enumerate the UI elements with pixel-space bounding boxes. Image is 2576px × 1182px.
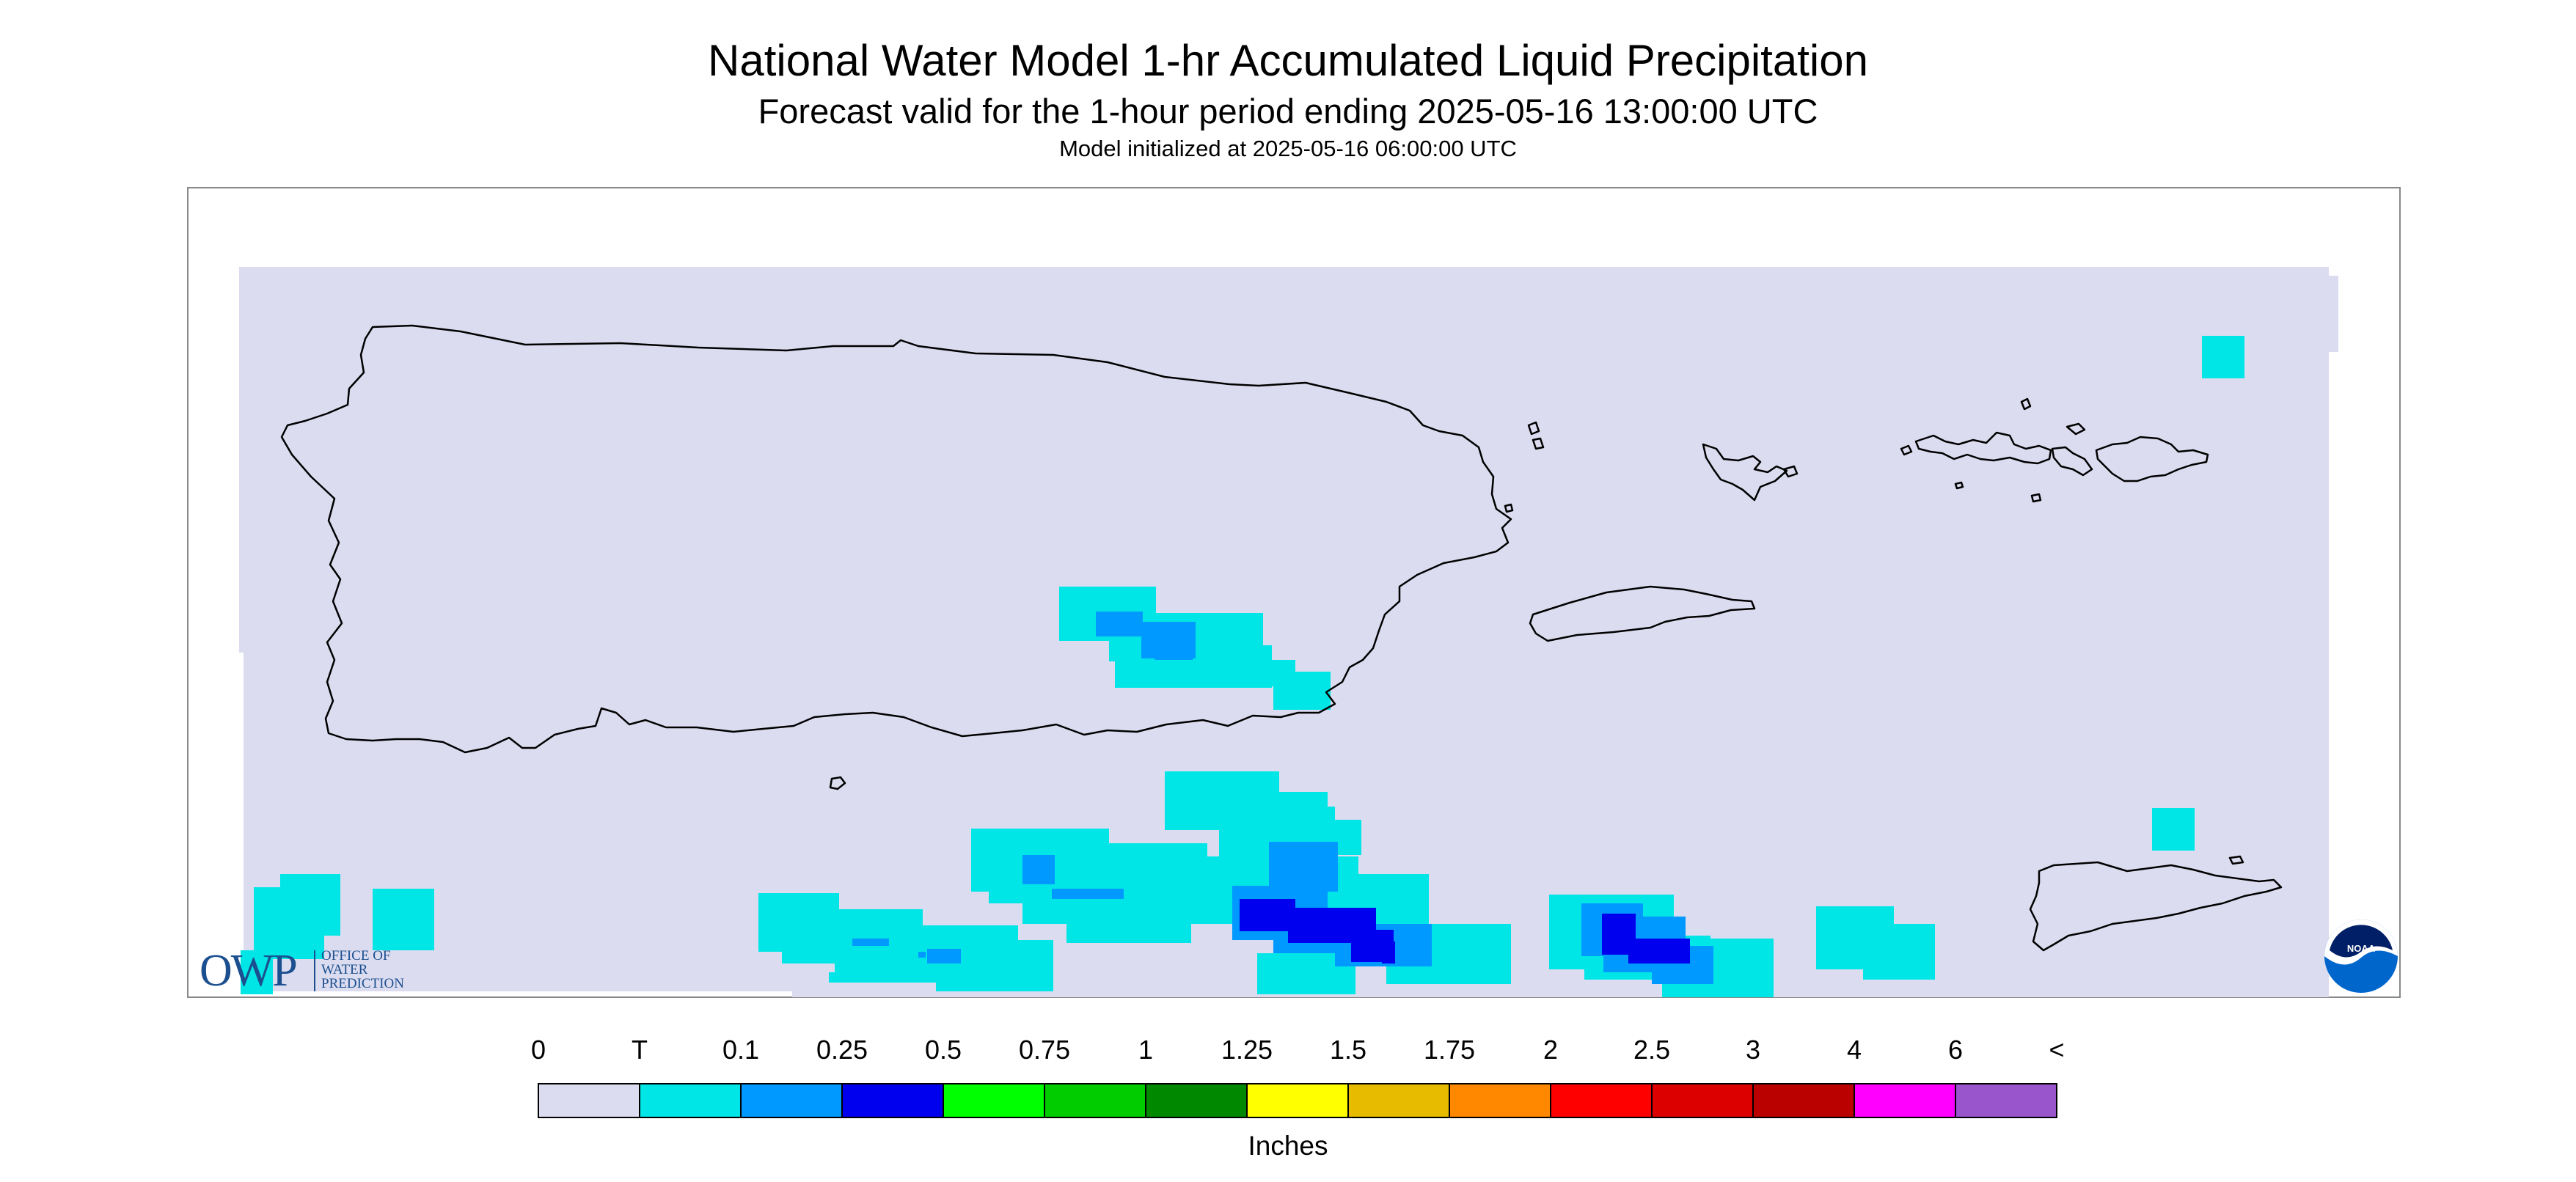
legend-swatch: [1246, 1083, 1349, 1118]
legend-tick-label: 0.1: [722, 1035, 760, 1065]
st-thomas-coastline: [1914, 431, 2052, 465]
model-init-line: Model initialized at 2025-05-16 06:00:00…: [1059, 136, 1517, 161]
culebra-islet-coastline: [1782, 465, 1799, 478]
precip-legend-bar: [538, 1083, 2057, 1118]
puerto-rico-coastline: [280, 324, 1512, 754]
precip-0.25: [1240, 899, 1690, 963]
legend-swatch: [943, 1083, 1045, 1118]
owp-logo-divider: [314, 950, 315, 991]
legend-tick-label: 1.25: [1221, 1035, 1273, 1065]
cay-3-coastline: [1954, 481, 1964, 490]
precip-background-zero: [239, 267, 2338, 997]
legend-swatch: [1550, 1083, 1653, 1118]
legend-tick-label: T: [632, 1035, 648, 1065]
legend-tick-label: 0.5: [924, 1035, 962, 1065]
legend-tick-label: 1: [1138, 1035, 1154, 1065]
legend-tick-label: 1.5: [1329, 1035, 1367, 1065]
legend-swatch: [1854, 1083, 1956, 1118]
noaa-logo-icon: [2324, 919, 2398, 993]
legend-tick-label: 4: [1846, 1035, 1862, 1065]
map-subtitle: Forecast valid for the 1-hour period end…: [758, 92, 1818, 131]
legend-tick-label: 0: [530, 1035, 546, 1065]
pr-east-cay-2-coastline: [1532, 437, 1545, 450]
legend-swatch: [1347, 1083, 1450, 1118]
cay-2-coastline: [2020, 397, 2032, 411]
legend-tick-label: 1.75: [1423, 1035, 1476, 1065]
buck-island-coastline: [2228, 855, 2244, 865]
st-john-coastline: [2051, 446, 2093, 477]
legend-swatch: [1449, 1083, 1551, 1118]
st-croix-coastline: [2029, 861, 2283, 952]
owp-logo-line-1: OFFICE OF: [321, 948, 391, 963]
legend-units-label: Inches: [1248, 1131, 1328, 1161]
legend-swatch: [1955, 1083, 2057, 1118]
mona-island-coastline: [829, 776, 846, 790]
legend-swatch: [1752, 1083, 1855, 1118]
legend-tick-label: <: [2049, 1035, 2065, 1065]
owp-logo-line-3: PREDICTION: [321, 976, 404, 991]
legend-swatch: [740, 1083, 843, 1118]
legend-tick-label: 0.25: [816, 1035, 868, 1065]
legend-tick-label: 0.75: [1018, 1035, 1071, 1065]
legend-tick-label: 3: [1745, 1035, 1761, 1065]
legend-tick-label: 2: [1543, 1035, 1559, 1065]
cay-1-coastline: [1900, 444, 1913, 456]
jost-van-dyke-coastline: [2065, 422, 2086, 436]
culebra-coastline: [1702, 443, 1788, 502]
owp-logo-line-2: WATER: [321, 962, 368, 977]
pr-east-cay-3-coastline: [1504, 503, 1514, 513]
legend-swatch: [639, 1083, 742, 1118]
owp-logo-mark: OWP: [200, 946, 298, 996]
cay-4-coastline: [2030, 493, 2042, 503]
legend-swatch: [1145, 1083, 1248, 1118]
legend-swatch: [1044, 1083, 1146, 1118]
vieques-coastline: [1529, 585, 1756, 642]
owp-logo: OWP OFFICE OF WATER PREDICTION: [200, 944, 434, 997]
pr-east-cay-1-coastline: [1527, 421, 1540, 436]
legend-swatch: [538, 1083, 640, 1118]
legend-swatch: [841, 1083, 944, 1118]
owp-logo-text: OFFICE OF WATER PREDICTION: [321, 949, 404, 991]
legend-tick-label: 6: [1947, 1035, 1964, 1065]
map-title: National Water Model 1-hr Accumulated Li…: [708, 36, 1868, 85]
tortola-coastline: [2095, 436, 2209, 482]
legend-tick-label: 2.5: [1633, 1035, 1671, 1065]
legend-swatch: [1651, 1083, 1754, 1118]
coastlines: [280, 324, 2283, 952]
